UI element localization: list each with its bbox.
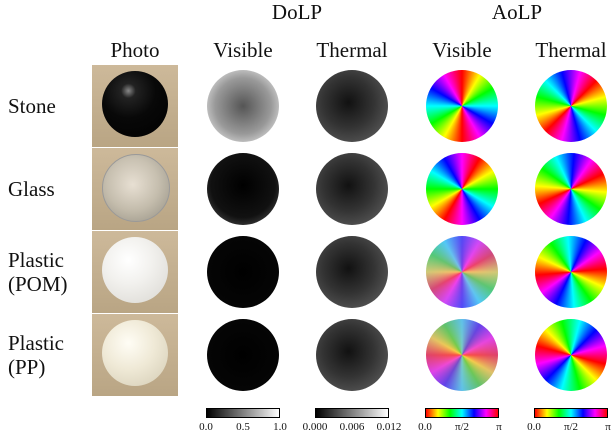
sphere [316, 236, 388, 308]
sphere [426, 236, 498, 308]
photo [92, 314, 178, 396]
row-label-line: Plastic [8, 331, 64, 355]
sphere [316, 153, 388, 225]
row-label-line: (PP) [8, 355, 46, 379]
colorbar-tick-label: 1.0 [273, 421, 287, 433]
column-header: Thermal [316, 38, 388, 62]
map-image [200, 231, 286, 313]
sphere [316, 70, 388, 142]
row-label-line: Plastic [8, 248, 64, 272]
colorbar-tick-label: 0.0 [418, 421, 432, 433]
row-label: Plastic (POM) [8, 248, 68, 296]
colorbar [206, 408, 280, 418]
photo [92, 231, 178, 313]
column-header: Visible [213, 38, 273, 62]
group-header: AoLP [491, 0, 543, 24]
map-image [200, 148, 286, 230]
map-image [528, 231, 614, 313]
map-image [528, 148, 614, 230]
sphere [102, 154, 170, 222]
map-image [309, 314, 395, 396]
row-label: Stone [8, 94, 56, 118]
sphere [426, 319, 498, 391]
column-header: Visible [432, 38, 492, 62]
colorbar [425, 408, 499, 418]
sphere [426, 70, 498, 142]
colorbar [534, 408, 608, 418]
sphere [102, 320, 168, 386]
colorbar-tick-label: π/2 [454, 421, 470, 433]
map-image [200, 65, 286, 147]
sphere [207, 236, 279, 308]
colorbar-tick-label: 0.0 [199, 421, 213, 433]
colorbar-tick-label: 0.0 [527, 421, 541, 433]
sphere [207, 153, 279, 225]
colorbar-tick-label: 0.012 [376, 421, 402, 433]
map-image [200, 314, 286, 396]
colorbar-tick-label: π [496, 421, 502, 433]
map-image [419, 148, 505, 230]
sphere [535, 153, 607, 225]
sphere [207, 70, 279, 142]
column-header: Thermal [535, 38, 607, 62]
photo [92, 148, 178, 230]
sphere [102, 237, 168, 303]
sphere [102, 71, 168, 137]
map-image [309, 231, 395, 313]
colorbar-tick-label: 0.006 [339, 421, 365, 433]
colorbar-tick-label: 0.000 [302, 421, 328, 433]
colorbar [315, 408, 389, 418]
map-image [419, 65, 505, 147]
map-image [309, 65, 395, 147]
sphere [535, 236, 607, 308]
sphere [426, 153, 498, 225]
map-image [419, 231, 505, 313]
row-label: Glass [8, 177, 55, 201]
map-image [528, 65, 614, 147]
colorbar-tick-label: π/2 [563, 421, 579, 433]
colorbar-tick-label: 0.5 [236, 421, 250, 433]
map-image [528, 314, 614, 396]
map-image [309, 148, 395, 230]
column-header: Photo [110, 38, 160, 62]
sphere [316, 319, 388, 391]
photo [92, 65, 178, 147]
row-label-line: Stone [8, 94, 56, 118]
sphere [535, 319, 607, 391]
row-label-line: (POM) [8, 272, 68, 296]
group-header: DoLP [271, 0, 323, 24]
sphere [207, 319, 279, 391]
map-image [419, 314, 505, 396]
row-label-line: Glass [8, 177, 55, 201]
row-label: Plastic (PP) [8, 331, 64, 379]
sphere [535, 70, 607, 142]
colorbar-tick-label: π [605, 421, 611, 433]
